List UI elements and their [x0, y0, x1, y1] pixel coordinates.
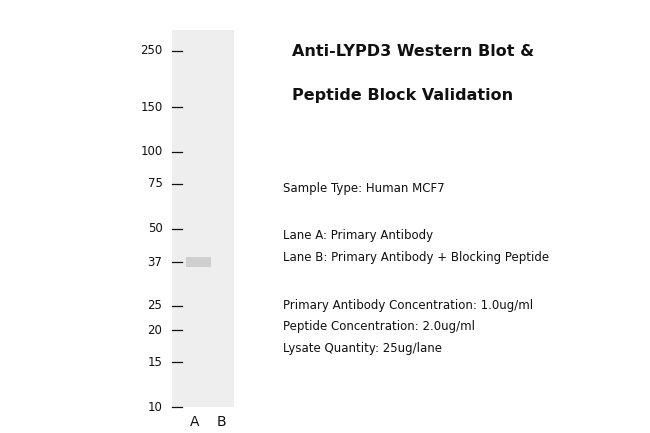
Text: Lysate Quantity: 25ug/lane: Lysate Quantity: 25ug/lane — [283, 342, 442, 355]
Bar — [172, 30, 234, 407]
Text: 75: 75 — [148, 178, 162, 191]
Text: Lane B: Primary Antibody + Blocking Peptide: Lane B: Primary Antibody + Blocking Pept… — [283, 251, 549, 264]
Text: 15: 15 — [148, 355, 162, 368]
Text: 100: 100 — [140, 145, 162, 158]
Text: 50: 50 — [148, 222, 162, 235]
Text: 20: 20 — [148, 324, 162, 337]
Bar — [186, 257, 211, 267]
Text: 25: 25 — [148, 299, 162, 312]
Text: 250: 250 — [140, 44, 162, 57]
Text: 150: 150 — [140, 100, 162, 113]
Text: Peptide Concentration: 2.0ug/ml: Peptide Concentration: 2.0ug/ml — [283, 320, 474, 333]
Text: Anti-LYPD3 Western Blot &: Anti-LYPD3 Western Blot & — [292, 45, 534, 59]
Text: 10: 10 — [148, 401, 162, 414]
Text: Sample Type: Human MCF7: Sample Type: Human MCF7 — [283, 182, 445, 195]
Text: Primary Antibody Concentration: 1.0ug/ml: Primary Antibody Concentration: 1.0ug/ml — [283, 299, 533, 312]
Text: Peptide Block Validation: Peptide Block Validation — [292, 88, 514, 103]
Text: B: B — [216, 415, 226, 429]
Text: Lane A: Primary Antibody: Lane A: Primary Antibody — [283, 229, 433, 242]
Text: 37: 37 — [148, 255, 162, 268]
Text: A: A — [190, 415, 200, 429]
